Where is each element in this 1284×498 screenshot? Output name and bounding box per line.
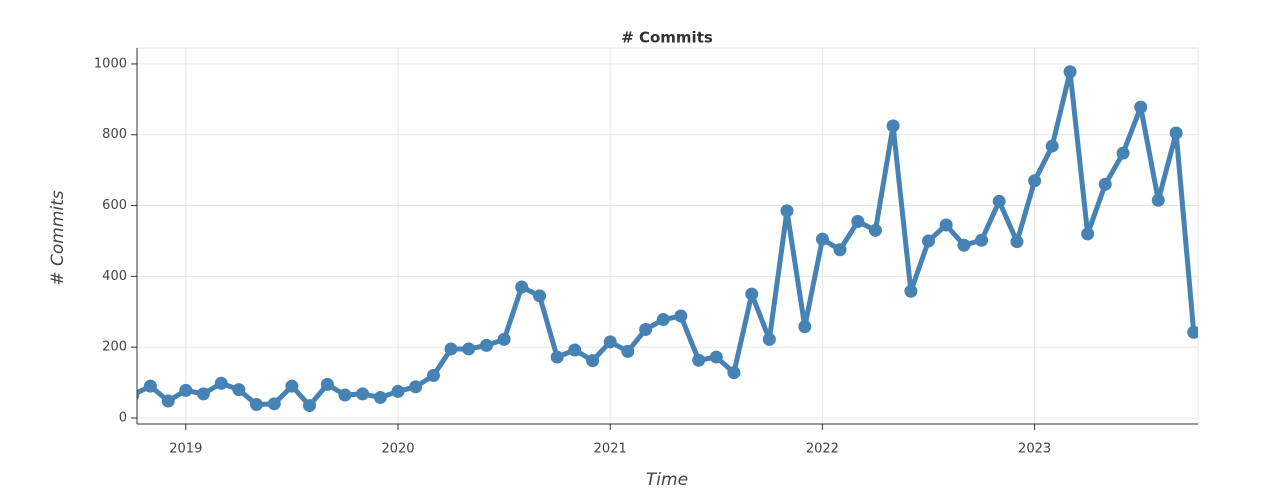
x-tick-label: 2019 bbox=[169, 442, 202, 457]
data-point bbox=[143, 379, 157, 393]
data-point bbox=[833, 243, 847, 257]
y-axis-label: # Commits bbox=[48, 190, 68, 285]
data-point bbox=[515, 280, 529, 294]
axes: 0 200 400 600 800 1000 2019 2020 2021 2022 2023 bbox=[94, 48, 1198, 457]
data-point bbox=[692, 353, 706, 367]
data-point bbox=[232, 383, 246, 397]
data-point bbox=[975, 233, 989, 247]
data-point bbox=[780, 204, 794, 218]
data-point bbox=[922, 234, 936, 248]
data-point bbox=[356, 387, 370, 401]
y-tick-label: 800 bbox=[102, 127, 127, 142]
data-point bbox=[851, 214, 865, 228]
data-point bbox=[1045, 139, 1059, 153]
data-point bbox=[320, 377, 334, 391]
plot-area bbox=[136, 47, 1199, 425]
data-point bbox=[603, 335, 617, 349]
data-point bbox=[886, 119, 900, 133]
data-point bbox=[868, 223, 882, 237]
data-point bbox=[249, 398, 263, 412]
grid bbox=[137, 48, 1198, 424]
data-point bbox=[391, 384, 405, 398]
data-point bbox=[745, 287, 759, 301]
y-tick-label: 1000 bbox=[94, 56, 127, 71]
y-tick-label: 400 bbox=[102, 269, 127, 284]
y-tick-label: 0 bbox=[119, 410, 127, 425]
data-point bbox=[1081, 227, 1095, 241]
data-point bbox=[1134, 100, 1148, 114]
data-point bbox=[1187, 325, 1198, 339]
data-point bbox=[727, 366, 741, 380]
x-tick-label: 2022 bbox=[806, 442, 839, 457]
data-point bbox=[709, 350, 723, 364]
series bbox=[137, 65, 1198, 413]
data-point bbox=[161, 394, 175, 408]
data-point bbox=[1098, 177, 1112, 191]
data-point bbox=[656, 313, 670, 327]
data-point bbox=[409, 380, 423, 394]
data-point bbox=[1028, 174, 1042, 188]
data-point bbox=[621, 344, 635, 358]
data-point bbox=[1151, 193, 1165, 207]
data-point bbox=[137, 390, 140, 400]
data-point bbox=[957, 238, 971, 252]
x-tick-label: 2020 bbox=[381, 442, 414, 457]
chart-title: # Commits bbox=[621, 29, 713, 47]
data-point bbox=[214, 376, 228, 390]
data-point bbox=[586, 354, 600, 368]
x-tick-label: 2021 bbox=[594, 442, 627, 457]
data-point bbox=[479, 338, 493, 352]
y-tick-label: 200 bbox=[102, 340, 127, 355]
data-point bbox=[373, 390, 387, 404]
data-point bbox=[550, 350, 564, 364]
data-point bbox=[904, 284, 918, 298]
data-point bbox=[426, 368, 440, 382]
x-tick-label: 2023 bbox=[1018, 442, 1051, 457]
data-point bbox=[639, 322, 653, 336]
data-point bbox=[1010, 235, 1024, 249]
data-point bbox=[1116, 146, 1130, 160]
data-point bbox=[568, 343, 582, 357]
data-point bbox=[196, 387, 210, 401]
data-point bbox=[815, 232, 829, 246]
data-point bbox=[444, 342, 458, 356]
data-point bbox=[798, 320, 812, 334]
data-point bbox=[179, 383, 193, 397]
x-axis-label: Time bbox=[646, 470, 688, 490]
data-point bbox=[533, 289, 547, 303]
data-point bbox=[267, 397, 281, 411]
data-point bbox=[1169, 126, 1183, 140]
data-point bbox=[992, 194, 1006, 208]
data-point bbox=[674, 309, 688, 323]
data-point bbox=[462, 342, 476, 356]
data-point bbox=[285, 379, 299, 393]
data-point bbox=[1063, 65, 1077, 79]
data-point bbox=[939, 218, 953, 232]
y-tick-label: 600 bbox=[102, 198, 127, 213]
data-point bbox=[338, 388, 352, 402]
data-point bbox=[303, 399, 317, 413]
data-point bbox=[497, 332, 511, 346]
data-point bbox=[762, 332, 776, 346]
